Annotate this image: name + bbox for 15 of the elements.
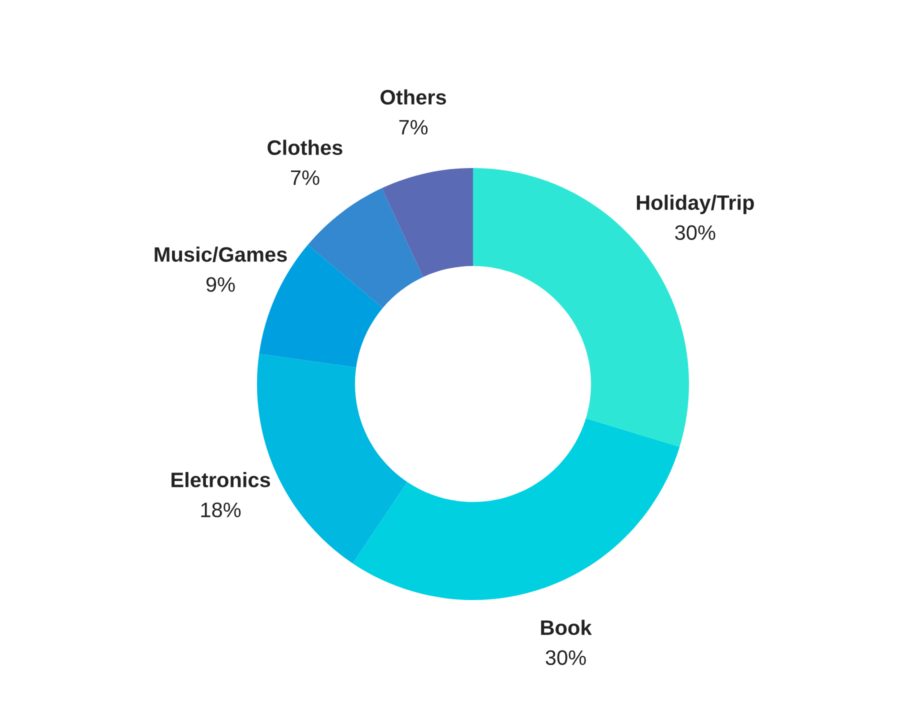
data-label: 30% <box>675 225 716 240</box>
slice-label: Others <box>380 89 446 105</box>
donut-slice <box>308 188 424 308</box>
data-label: 18% <box>201 502 241 518</box>
slice-label: Clothes <box>268 140 342 156</box>
donut-slice <box>382 168 473 278</box>
donut-slice <box>352 418 680 600</box>
data-label: 7% <box>399 120 428 135</box>
slice-label: Holiday/Trip <box>636 194 754 214</box>
data-label: 30% <box>546 650 586 666</box>
slice-label: Book <box>541 620 592 636</box>
data-label: 7% <box>290 170 320 185</box>
slice-label: Eletronics <box>172 472 270 488</box>
slice-label: Music/Games <box>154 246 287 262</box>
data-label: 9% <box>206 277 235 292</box>
